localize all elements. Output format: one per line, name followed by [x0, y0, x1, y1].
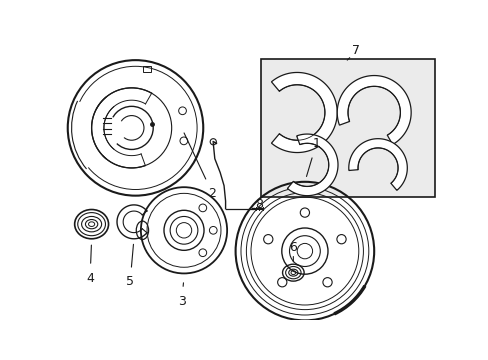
Polygon shape — [348, 139, 407, 190]
Text: 7: 7 — [346, 44, 360, 60]
Text: 6: 6 — [289, 241, 297, 262]
Text: 8: 8 — [253, 198, 262, 211]
Text: 4: 4 — [86, 245, 94, 284]
Text: 3: 3 — [178, 283, 185, 308]
Text: 1: 1 — [306, 137, 320, 176]
Bar — [143, 66, 151, 72]
Text: 5: 5 — [126, 244, 134, 288]
Wedge shape — [71, 101, 135, 169]
Bar — [261, 59, 434, 197]
Polygon shape — [337, 76, 410, 144]
Polygon shape — [271, 72, 337, 153]
Text: 2: 2 — [183, 133, 216, 200]
Polygon shape — [287, 134, 337, 195]
